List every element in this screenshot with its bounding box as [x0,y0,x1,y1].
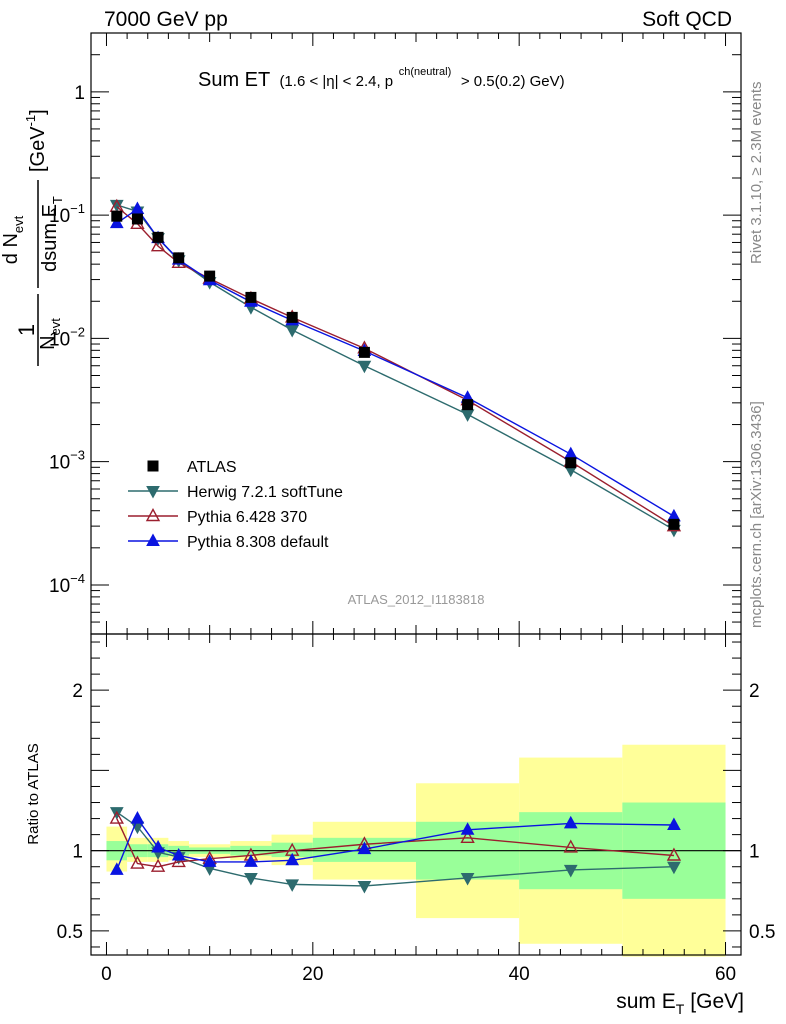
data-point-atlas [565,457,577,469]
y-axis-label: 1 Nevt d Nevt dsum ET [GeV-1] [0,109,65,366]
ratio-point-herwig-7-2-1-softtune [285,879,300,892]
data-point-atlas [462,399,474,411]
ratio-point-pythia-6-428-370 [563,839,578,853]
ratio-y-label: Ratio to ATLAS [25,743,42,844]
data-point-atlas [173,252,185,264]
ratio-point-pythia-8-308-default [563,815,578,829]
ratio-point-pythia-8-308-default [667,817,681,830]
y-tick-label: 10−2 [49,324,85,350]
ratio-point-pythia-8-308-default [171,847,186,861]
ratio-point-pythia-6-428-370 [666,847,682,861]
ratio-point-herwig-7-2-1-softtune [667,861,681,875]
ratio-point-herwig-7-2-1-softtune [244,872,258,886]
y-tick-label: 10−4 [49,571,85,597]
data-point-herwig-7-2-1-softtune [285,324,300,338]
ratio-point-pythia-8-308-default [109,862,124,875]
x-tick-label: 40 [509,964,530,985]
legend-entry-pythia-8-308-default: Pythia 8.308 default [128,533,329,551]
legend-marker [147,460,159,472]
svg-text:dsum ET: dsum ET [39,196,65,272]
legend: ATLAS Herwig 7.2.1 softTune Pythia 6.428 3… [128,459,343,551]
ratio-tick-label-right: 1 [749,842,760,863]
data-point-atlas [111,210,123,222]
header-left: 7000 GeV pp [104,8,228,31]
data-point-herwig-7-2-1-softtune [357,360,372,374]
ratio-point-pythia-8-308-default [244,854,258,867]
ratio-point-pythia-6-428-370 [150,858,166,872]
ratio-tick-label-right: 2 [749,681,760,702]
ratio-tick-label: 1 [72,842,83,863]
ratio-point-herwig-7-2-1-softtune [460,872,475,886]
data-point-atlas [131,213,143,225]
ratio-point-herwig-7-2-1-softtune [563,864,578,878]
watermark: ATLAS_2012_I1183818 [348,592,485,607]
x-tick-label: 60 [715,964,736,985]
ratio-point-pythia-8-308-default [202,854,217,867]
svg-text:Nevt: Nevt [37,318,63,350]
ratio-point-pythia-8-308-default [130,811,145,824]
main-series [109,198,682,538]
y-tick-label: 1 [74,83,85,104]
legend-label: Pythia 8.308 default [187,534,329,551]
data-point-pythia-8-308-default [109,215,124,229]
legend-marker [146,486,160,499]
x-tick-label: 0 [101,964,112,985]
legend-marker [146,533,160,546]
axes: 0 20 40 60 10−4 10−3 10−2 10−1 1 0.5 0.5 1 1 2 2 [49,32,775,985]
legend-marker [145,508,161,522]
legend-label: Pythia 6.428 370 [187,509,307,526]
ratio-point-pythia-6-428-370 [130,855,145,869]
svg-text:d Nevt: d Nevt [0,215,26,264]
data-point-herwig-7-2-1-softtune [460,409,475,422]
ratio-point-pythia-8-308-default [285,852,300,866]
data-point-atlas [204,270,216,282]
ratio-point-herwig-7-2-1-softtune [357,880,372,894]
legend-label: Herwig 7.2.1 softTune [187,484,343,501]
data-point-pythia-6-428-370 [150,238,166,252]
data-point-atlas [286,311,298,323]
series-line-pythia-6-428-370 [116,206,675,527]
ratio-tick-label-right: 0.5 [749,922,775,943]
ratio-tick-label: 2 [72,681,83,702]
svg-text:[GeV-1]: [GeV-1] [23,109,49,172]
ratio-series [109,807,682,894]
ratio-point-pythia-6-428-370 [460,829,475,844]
svg-text:1: 1 [14,324,39,336]
legend-label: ATLAS [187,459,237,476]
x-axis-label: sum ET [GeV] [616,990,744,1017]
data-point-pythia-8-308-default [563,446,578,460]
header-right: Soft QCD [642,8,732,31]
legend-entry-herwig-7-2-1-softtune: Herwig 7.2.1 softTune [128,484,343,501]
ratio-point-pythia-8-308-default [151,839,165,853]
data-point-atlas [668,518,680,530]
data-point-atlas [152,231,164,243]
y-tick-label: 10−1 [49,201,85,227]
series-line-herwig-7-2-1-softtune [116,204,675,531]
uncertainty-band-inner-6 [271,842,313,858]
legend-entry-pythia-6-428-370: Pythia 6.428 370 [128,508,307,526]
y-tick-label: 10−3 [49,448,85,474]
ratio-point-pythia-8-308-default [460,822,475,835]
ratio-point-pythia-6-428-370 [109,810,124,824]
ratio-point-pythia-8-308-default [357,841,372,855]
ratio-tick-label: 0.5 [57,922,83,943]
legend-entry-atlas: ATLAS [147,459,237,476]
data-point-atlas [358,346,370,358]
ratio-point-pythia-6-428-370 [171,853,186,868]
data-point-atlas [245,291,257,303]
x-tick-label: 20 [302,964,323,985]
chart-title: Sum ET (1.6 < |η| < 2.4, p ch(neutral) >… [198,58,565,91]
